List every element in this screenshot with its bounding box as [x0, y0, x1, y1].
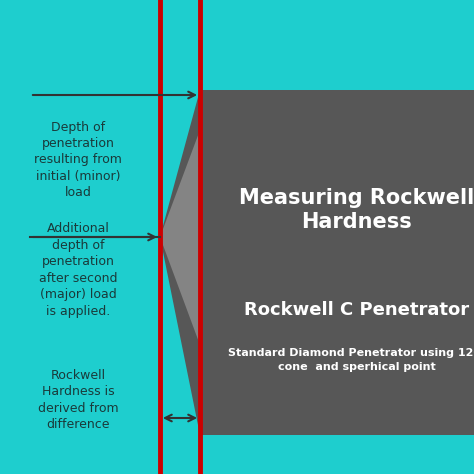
Text: Rockwell
Hardness is
derived from
difference: Rockwell Hardness is derived from differ… [38, 369, 118, 431]
Polygon shape [160, 130, 200, 345]
Polygon shape [160, 90, 474, 435]
Text: Rockwell C Penetrator: Rockwell C Penetrator [245, 301, 470, 319]
Text: Standard Diamond Penetrator using 120"
cone  and sperhical point: Standard Diamond Penetrator using 120" c… [228, 348, 474, 372]
Text: Depth of
penetration
resulting from
initial (minor)
load: Depth of penetration resulting from init… [34, 120, 122, 200]
Text: Measuring Rockwell
Hardness: Measuring Rockwell Hardness [239, 188, 474, 232]
Text: Additional
depth of
penetration
after second
(major) load
is applied.: Additional depth of penetration after se… [39, 222, 117, 318]
